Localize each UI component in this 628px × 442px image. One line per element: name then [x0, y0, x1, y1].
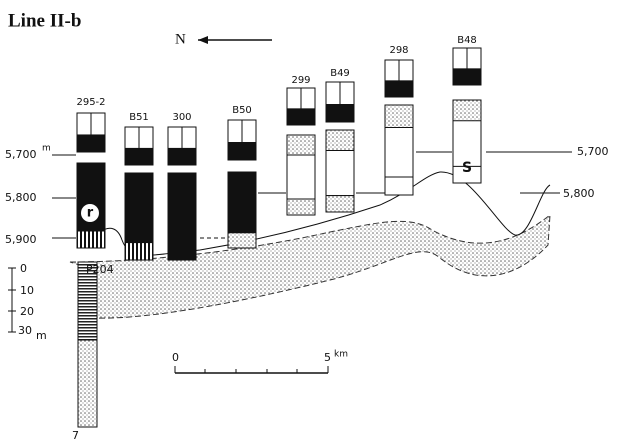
elevation: 5,700	[577, 145, 609, 158]
borehole-bottom: 7	[72, 429, 79, 442]
dotted-zone	[326, 130, 354, 151]
borehole-lower	[78, 340, 97, 427]
title: Line II-b	[8, 10, 81, 31]
bottom-zone	[77, 231, 105, 248]
column-label: 300	[172, 112, 191, 123]
bottom-zone	[287, 199, 315, 215]
column-label: B50	[232, 105, 252, 116]
north-label: N	[175, 31, 186, 47]
scale-unit: km	[334, 350, 348, 360]
column-label: 299	[291, 75, 310, 86]
depth: 0	[20, 262, 27, 275]
column-label: B48	[457, 35, 477, 46]
dotted-zone	[385, 105, 413, 128]
bottom-zone	[228, 233, 256, 248]
column-label: B49	[330, 68, 350, 79]
unit: m	[42, 144, 51, 154]
marker: S	[462, 160, 472, 176]
depth: 30	[18, 324, 32, 337]
dotted-zone	[453, 100, 481, 121]
scale-label: 0	[172, 351, 179, 364]
bottom-zone	[125, 243, 153, 260]
borehole-label: P204	[86, 263, 114, 276]
column-label: 295-2	[76, 97, 105, 108]
marker: r	[87, 206, 94, 221]
depth: 10	[20, 284, 34, 297]
depth: 20	[20, 305, 34, 318]
bottom-zone	[326, 196, 354, 212]
arrow-head	[198, 36, 208, 44]
figure: Line II-b N 295-2B51300B50299B49298B48 5…	[0, 0, 628, 442]
main-column	[168, 173, 196, 260]
elevation: 5,700	[5, 148, 37, 161]
column-label: 298	[389, 45, 408, 56]
elevation: 5,800	[5, 191, 37, 204]
scale-label: 5	[324, 351, 331, 364]
column-label: B51	[129, 112, 149, 123]
elevation: 5,900	[5, 233, 37, 246]
dotted-zone	[287, 135, 315, 155]
depth-unit: m	[36, 329, 47, 342]
elevation: 5,800	[563, 187, 595, 200]
